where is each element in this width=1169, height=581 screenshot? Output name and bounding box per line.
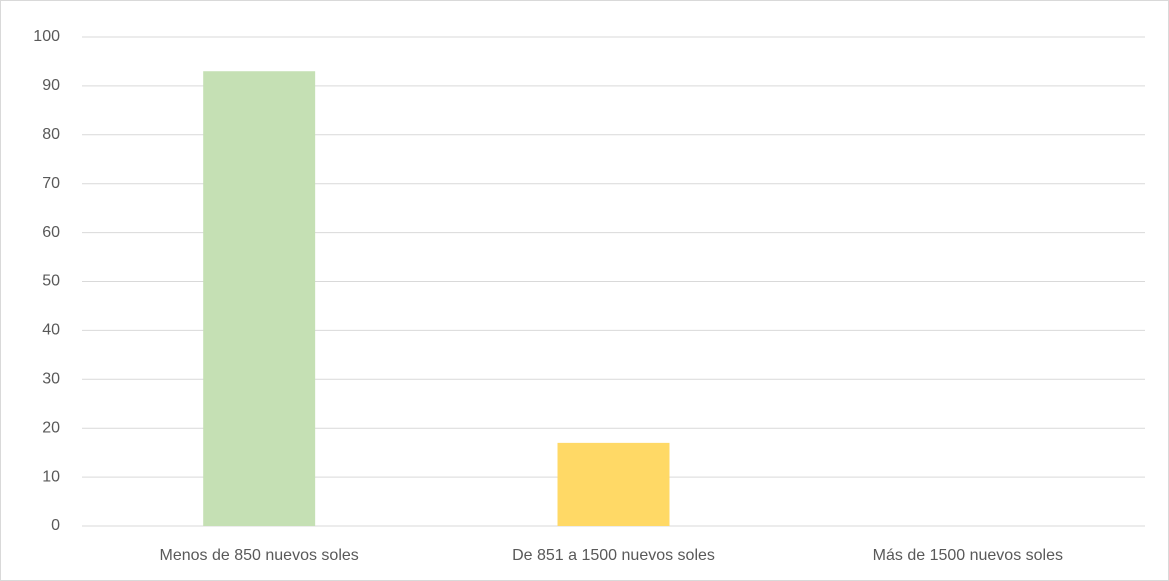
y-tick-label: 40 xyxy=(42,322,60,339)
bar xyxy=(557,442,670,526)
y-tick-label: 60 xyxy=(42,224,60,241)
y-tick-label: 70 xyxy=(42,175,60,192)
bar xyxy=(203,71,316,526)
x-tick-label: Menos de 850 nuevos soles xyxy=(160,547,359,564)
y-tick-label: 20 xyxy=(42,419,60,436)
x-tick-label: Más de 1500 nuevos soles xyxy=(873,547,1063,564)
x-tick-label: De 851 a 1500 nuevos soles xyxy=(512,547,715,564)
y-tick-label: 80 xyxy=(42,126,60,143)
y-tick-label: 100 xyxy=(33,28,60,45)
y-tick-label: 50 xyxy=(42,273,60,290)
y-tick-label: 10 xyxy=(42,468,60,485)
y-tick-label: 90 xyxy=(42,77,60,94)
y-tick-label: 30 xyxy=(42,371,60,388)
y-tick-label: 0 xyxy=(51,517,60,534)
